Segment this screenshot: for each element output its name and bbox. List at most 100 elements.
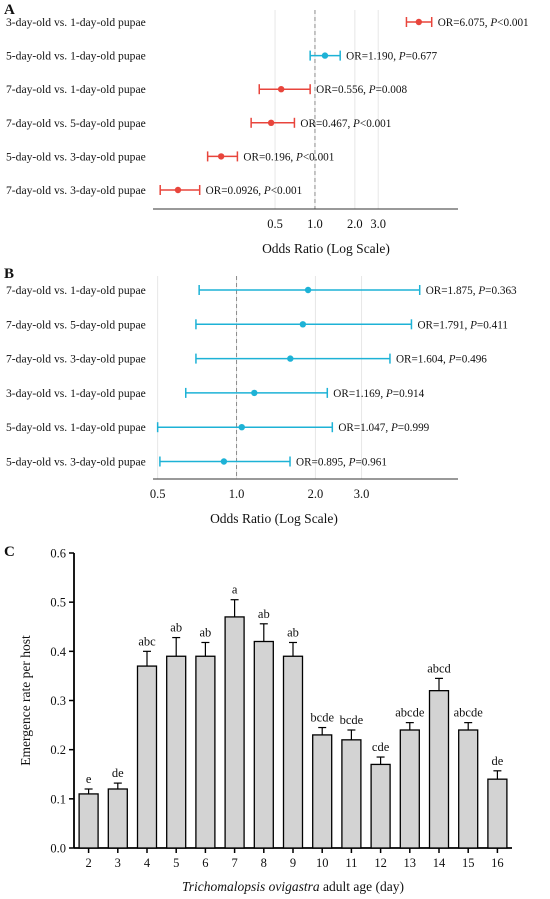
row-label: 7-day-old vs. 1-day-old pupae: [6, 284, 146, 297]
y-tick-label: 0.6: [50, 547, 66, 561]
bar: [370, 763, 391, 849]
row-label: 5-day-old vs. 1-day-old pupae: [6, 50, 146, 63]
bar: [195, 655, 216, 849]
stat-or: OR=1.875,: [426, 285, 479, 297]
significance-letter: abcde: [454, 706, 484, 720]
stat-p-value: <0.001: [303, 151, 334, 163]
row-label: 3-day-old vs. 1-day-old pupae: [6, 16, 146, 29]
x-tick-label: 16: [491, 856, 504, 870]
point-estimate: [277, 86, 285, 93]
bar: [341, 739, 362, 849]
point-estimate: [287, 355, 294, 362]
stat-p-value: =0.363: [485, 285, 517, 297]
stat-p-symbol: P: [352, 118, 360, 130]
point-estimate: [321, 52, 329, 59]
y-tick-label: 0.1: [50, 792, 66, 806]
y-tick-label: 0.4: [50, 645, 66, 659]
bar: [253, 640, 274, 849]
stat-or: OR=6.075,: [438, 17, 491, 29]
y-tick-label: 0.0: [50, 842, 66, 856]
x-axis-title: Odds Ratio (Log Scale): [210, 511, 338, 526]
stat-or: OR=0.0926,: [206, 185, 264, 197]
stat-p-value: <0.001: [497, 17, 528, 29]
stat-p-value: <0.001: [271, 185, 302, 197]
point-estimate: [217, 153, 225, 160]
significance-letter: abc: [138, 634, 156, 648]
x-tick-label: 0.5: [150, 487, 166, 501]
x-tick-label: 3.0: [354, 487, 370, 501]
bar: [282, 655, 304, 849]
point-estimate: [238, 424, 245, 431]
stat-label: OR=1.169, P=0.914: [333, 388, 424, 400]
stat-p-value: =0.914: [393, 388, 425, 400]
bar: [224, 616, 245, 849]
x-tick-label: 12: [374, 856, 387, 870]
stat-p-symbol: P: [398, 51, 406, 63]
stat-or: OR=1.791,: [417, 319, 470, 331]
stat-label: OR=0.196, P<0.001: [243, 151, 334, 163]
bar: [428, 690, 450, 849]
x-tick-label: 9: [290, 856, 296, 870]
significance-letter: ab: [170, 621, 182, 635]
panel-a: A 0.5 1.0 2.0 3.0 Odds Ratio (Log Scale) 3-day…: [4, 2, 529, 256]
row-label: 7-day-old vs. 3-day-old pupae: [6, 353, 146, 366]
bar: [458, 729, 479, 849]
x-tick-label: 15: [462, 856, 475, 870]
panel-c: C 0.0 0.1 0.2 0.3 0.4 0.5 0.6 e 2 de 3 abc 4 ab 5 ab 6 a 7 a…: [4, 544, 512, 894]
significance-letter: abcde: [395, 706, 425, 720]
x-axis-title-unit: adult age (day): [320, 879, 404, 894]
x-tick-label: 6: [202, 856, 208, 870]
x-tick-label: 3.0: [370, 217, 386, 231]
stat-or: OR=1.169,: [333, 388, 386, 400]
stat-or: OR=0.196,: [243, 151, 296, 163]
x-tick-label: 5: [173, 856, 179, 870]
stat-p-symbol: P: [385, 388, 393, 400]
bar: [107, 788, 128, 849]
x-tick-label: 1.0: [229, 487, 245, 501]
stat-p-value: =0.999: [398, 422, 430, 434]
stat-p-symbol: P: [469, 319, 477, 331]
row-label: 7-day-old vs. 5-day-old pupae: [6, 117, 146, 130]
significance-letter: a: [232, 583, 238, 597]
panel-letter: A: [4, 2, 15, 18]
stat-or: OR=1.604,: [396, 354, 449, 366]
row-label: 3-day-old vs. 1-day-old pupae: [6, 387, 146, 400]
x-tick-label: 3: [115, 856, 121, 870]
significance-letter: ab: [199, 625, 211, 639]
y-tick-label: 0.5: [50, 596, 66, 610]
stat-label: OR=6.075, P<0.001: [438, 17, 529, 29]
significance-letter: ab: [287, 625, 299, 639]
stat-p-symbol: P: [390, 422, 398, 434]
stat-label: OR=0.556, P=0.008: [316, 84, 407, 96]
stat-label: OR=1.604, P=0.496: [396, 354, 487, 366]
stat-p-value: =0.411: [477, 319, 508, 331]
x-tick-label: 13: [404, 856, 417, 870]
x-tick-label: 8: [261, 856, 267, 870]
y-tick-label: 0.3: [50, 694, 66, 708]
y-tick-label: 0.2: [50, 743, 66, 757]
x-tick-label: 2: [85, 856, 91, 870]
panel-letter: B: [4, 266, 14, 282]
panel-b: B 0.5 1.0 2.0 3.0 Odds Ratio (Log Scale) 7-day…: [4, 266, 517, 526]
x-tick-label: 14: [433, 856, 446, 870]
significance-letter: bcde: [340, 713, 364, 727]
stat-label: OR=1.791, P=0.411: [417, 319, 508, 331]
stat-p-symbol: P: [295, 151, 303, 163]
stat-p-symbol: P: [448, 354, 456, 366]
bar: [136, 665, 158, 849]
stat-p-value: =0.496: [455, 354, 487, 366]
stat-label: OR=0.467, P<0.001: [300, 118, 391, 130]
bar: [399, 729, 420, 849]
significance-letter: abcd: [427, 661, 451, 675]
point-estimate: [415, 18, 423, 26]
stat-or: OR=0.556,: [316, 84, 369, 96]
stat-or: OR=1.190,: [346, 51, 399, 63]
panel-letter: C: [4, 544, 15, 560]
stat-p-symbol: P: [263, 185, 271, 197]
stat-label: OR=0.0926, P<0.001: [206, 185, 303, 197]
bar: [78, 793, 99, 849]
significance-letter: ab: [258, 607, 270, 621]
stat-label: OR=1.190, P=0.677: [346, 51, 437, 63]
stat-p-value: <0.001: [360, 118, 391, 130]
stat-p-symbol: P: [348, 457, 356, 469]
